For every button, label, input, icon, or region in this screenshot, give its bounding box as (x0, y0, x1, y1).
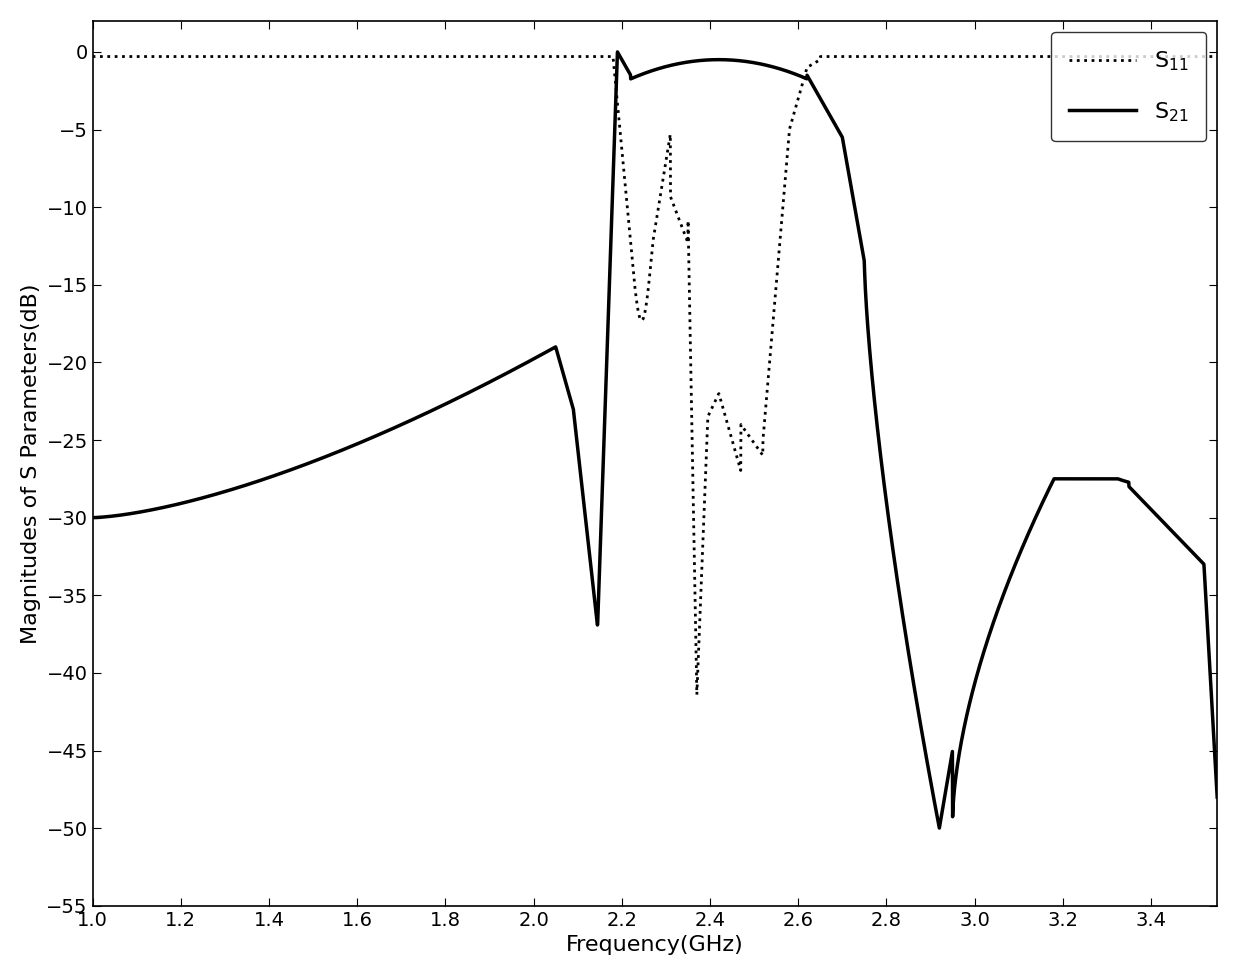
X-axis label: Frequency(GHz): Frequency(GHz) (566, 935, 744, 956)
Line: $S_{11}$: $S_{11}$ (93, 57, 1217, 695)
Y-axis label: Magnitudes of S Parameters(dB): Magnitudes of S Parameters(dB) (21, 283, 41, 643)
$S_{11}$ (817, 51, 832, 62)
$S_{21}$ (85, 511, 100, 523)
$S_{21}$ (515, 359, 530, 371)
$S_{21}$ (1010, 552, 1025, 564)
$S_{11}$ (1210, 51, 1224, 62)
$S_{11}$ (760, 384, 775, 395)
$S_{11}$ (290, 51, 305, 62)
$S_{11}$ (85, 51, 100, 62)
$S_{11}$ (690, 689, 704, 701)
$S_{11}$ (515, 51, 530, 62)
$S_{21}$ (817, 100, 832, 111)
$S_{11}$ (925, 51, 940, 62)
$S_{21}$ (610, 46, 625, 58)
$S_{21}$ (925, 783, 940, 794)
$S_{21}$ (760, 60, 775, 71)
Line: $S_{21}$: $S_{21}$ (93, 52, 1217, 828)
$S_{21}$ (290, 462, 305, 473)
$S_{11}$ (1010, 51, 1025, 62)
$S_{21}$ (932, 822, 947, 834)
Legend: S$_{11}$, S$_{21}$: S$_{11}$, S$_{21}$ (1051, 32, 1206, 142)
$S_{21}$ (1210, 792, 1224, 803)
